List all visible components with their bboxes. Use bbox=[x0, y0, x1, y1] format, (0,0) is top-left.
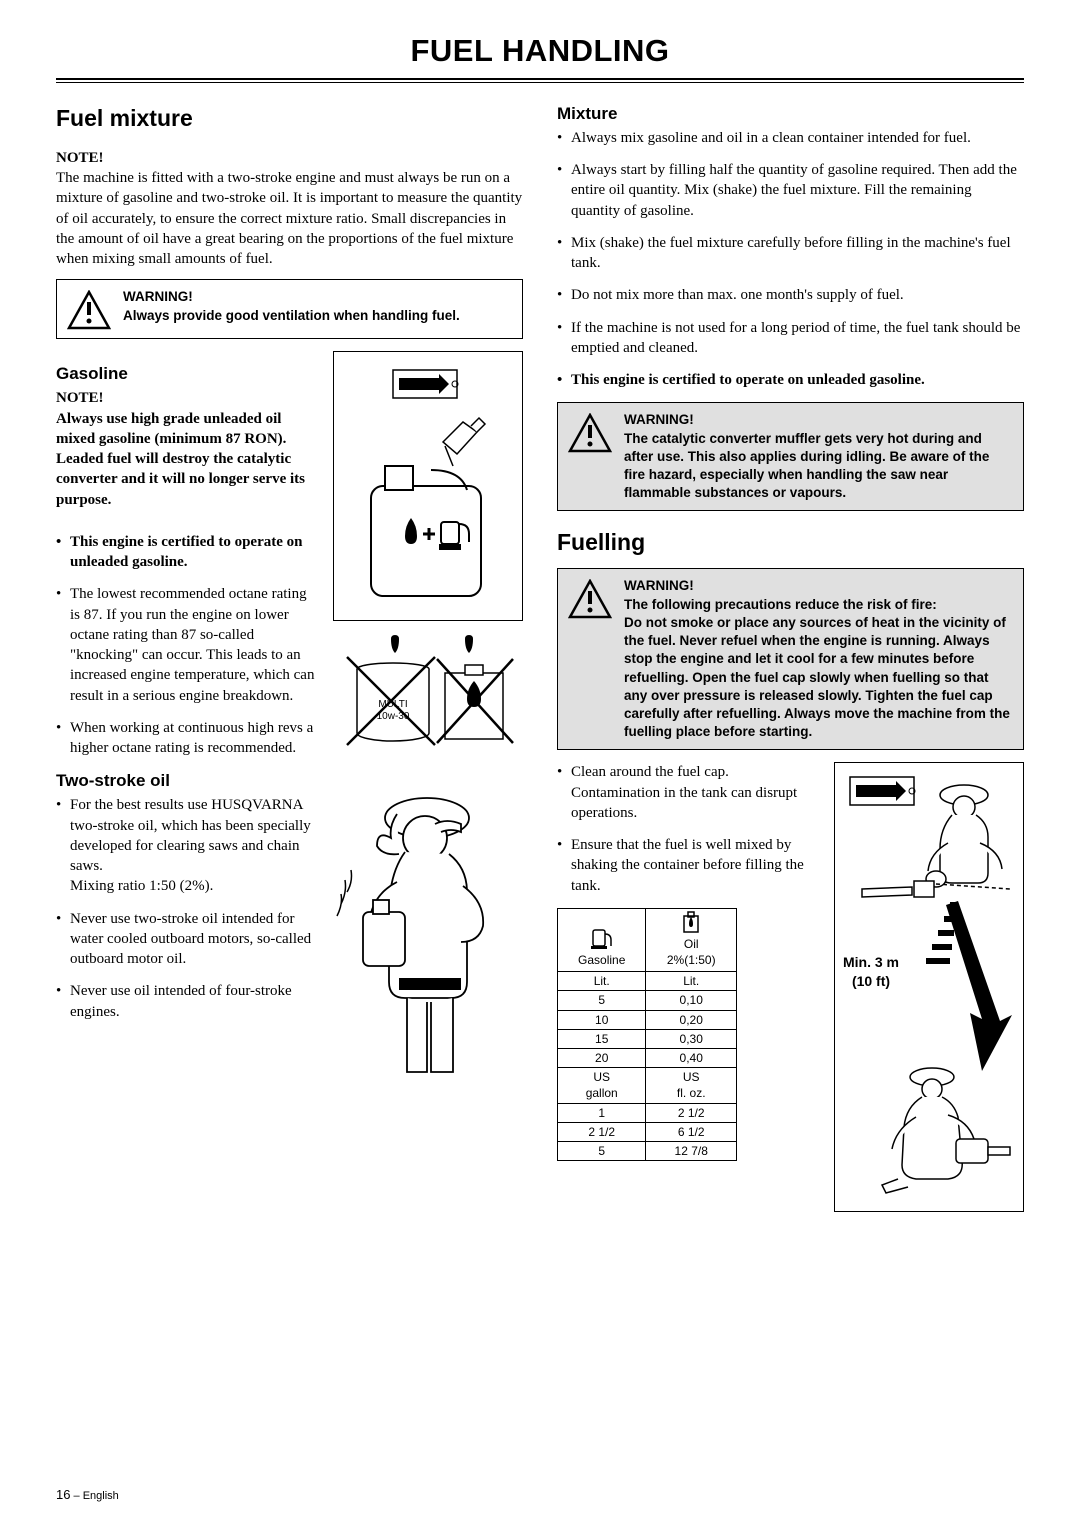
intro-text: The machine is fitted with a two-stroke … bbox=[56, 170, 522, 267]
figure-crossed-oils: MULTI 10w-30 bbox=[333, 635, 523, 755]
figure-fuelling-distance: Min. 3 m (10 ft) bbox=[834, 762, 1024, 1212]
catalytic-warning-box: WARNING! The catalytic converter muffler… bbox=[557, 402, 1024, 511]
left-column: Fuel mixture NOTE! The machine is fitted… bbox=[56, 103, 523, 1227]
warning-triangle-icon bbox=[568, 579, 612, 619]
mix-bullet-5: If the machine is not used for a long pe… bbox=[557, 318, 1024, 359]
fire-warning-box: WARNING! The following precautions reduc… bbox=[557, 568, 1024, 750]
gasoline-bullet-3: When working at continuous high revs a h… bbox=[56, 718, 319, 759]
gasoline-split: Gasoline NOTE! Always use high grade unl… bbox=[56, 351, 523, 1088]
warn3-body1: The following precautions reduce the ris… bbox=[624, 597, 937, 612]
mix-bullet-3: Mix (shake) the fuel mixture carefully b… bbox=[557, 233, 1024, 274]
main-columns: Fuel mixture NOTE! The machine is fitted… bbox=[56, 103, 1024, 1227]
footer-language: – English bbox=[70, 1490, 118, 1502]
mix-ratio-table: Gasoline Oil2%(1:50) Lit.Lit. 50,10 100,… bbox=[557, 908, 737, 1161]
ventilation-warning-box: WARNING! Always provide good ventilation… bbox=[56, 279, 523, 339]
gasoline-bullet-2: The lowest recommended octane rating is … bbox=[56, 584, 319, 706]
gasoline-heading: Gasoline bbox=[56, 363, 319, 386]
page-title: FUEL HANDLING bbox=[56, 30, 1024, 78]
twostroke-heading: Two-stroke oil bbox=[56, 770, 319, 793]
left-figure-column: MULTI 10w-30 bbox=[333, 351, 523, 1088]
fuelling-split: Clean around the fuel cap. Contamination… bbox=[557, 762, 1024, 1226]
warn3-title: WARNING! bbox=[624, 578, 694, 593]
warn2-title: WARNING! bbox=[624, 412, 694, 427]
fuel-bullet-2: Ensure that the fuel is well mixed by sh… bbox=[557, 835, 820, 896]
warn2-body: The catalytic converter muffler gets ver… bbox=[624, 431, 989, 501]
mix-bullet-2: Always start by filling half the quantit… bbox=[557, 160, 1024, 221]
note-label: NOTE! bbox=[56, 150, 104, 166]
title-rule-thick bbox=[56, 78, 1024, 80]
figure-person-shaking bbox=[333, 782, 523, 1082]
gasoline-note: Always use high grade unleaded oil mixed… bbox=[56, 411, 305, 508]
twostroke-bullet-1: For the best results use HUSQVARNA two-s… bbox=[56, 795, 319, 896]
twostroke-bullet-3: Never use oil intended of four-stroke en… bbox=[56, 981, 319, 1022]
figure-canister bbox=[333, 351, 523, 621]
fuel-mixture-heading: Fuel mixture bbox=[56, 103, 523, 134]
mix-bullet-4: Do not mix more than max. one month's su… bbox=[557, 285, 1024, 305]
warn3-body2: Do not smoke or place any sources of hea… bbox=[624, 615, 1010, 739]
mix-bullet-1: Always mix gasoline and oil in a clean c… bbox=[557, 128, 1024, 148]
mixture-heading: Mixture bbox=[557, 103, 1024, 126]
twostroke-bullet-2: Never use two-stroke oil intended for wa… bbox=[56, 909, 319, 970]
gasoline-bullet-1: This engine is certified to operate on u… bbox=[56, 532, 319, 573]
right-column: Mixture Always mix gasoline and oil in a… bbox=[557, 103, 1024, 1227]
page-number: 16 bbox=[56, 1487, 70, 1502]
mix-bullet-6: This engine is certified to operate on u… bbox=[557, 370, 1024, 390]
table-header-oil: Oil2%(1:50) bbox=[646, 908, 737, 971]
warn1-title: WARNING! bbox=[123, 289, 193, 304]
distance-label: Min. 3 m (10 ft) bbox=[843, 953, 899, 991]
warning-triangle-icon bbox=[67, 290, 111, 330]
title-rule-thin bbox=[56, 82, 1024, 83]
table-header-gasoline: Gasoline bbox=[558, 908, 646, 971]
page-footer: 16 – English bbox=[56, 1486, 119, 1504]
gasoline-note-label: NOTE! bbox=[56, 390, 104, 406]
warning-triangle-icon bbox=[568, 413, 612, 453]
fuel-bullet-1: Clean around the fuel cap. Contamination… bbox=[557, 762, 820, 823]
fuelling-heading: Fuelling bbox=[557, 527, 1024, 558]
warn1-body: Always provide good ventilation when han… bbox=[123, 308, 460, 323]
